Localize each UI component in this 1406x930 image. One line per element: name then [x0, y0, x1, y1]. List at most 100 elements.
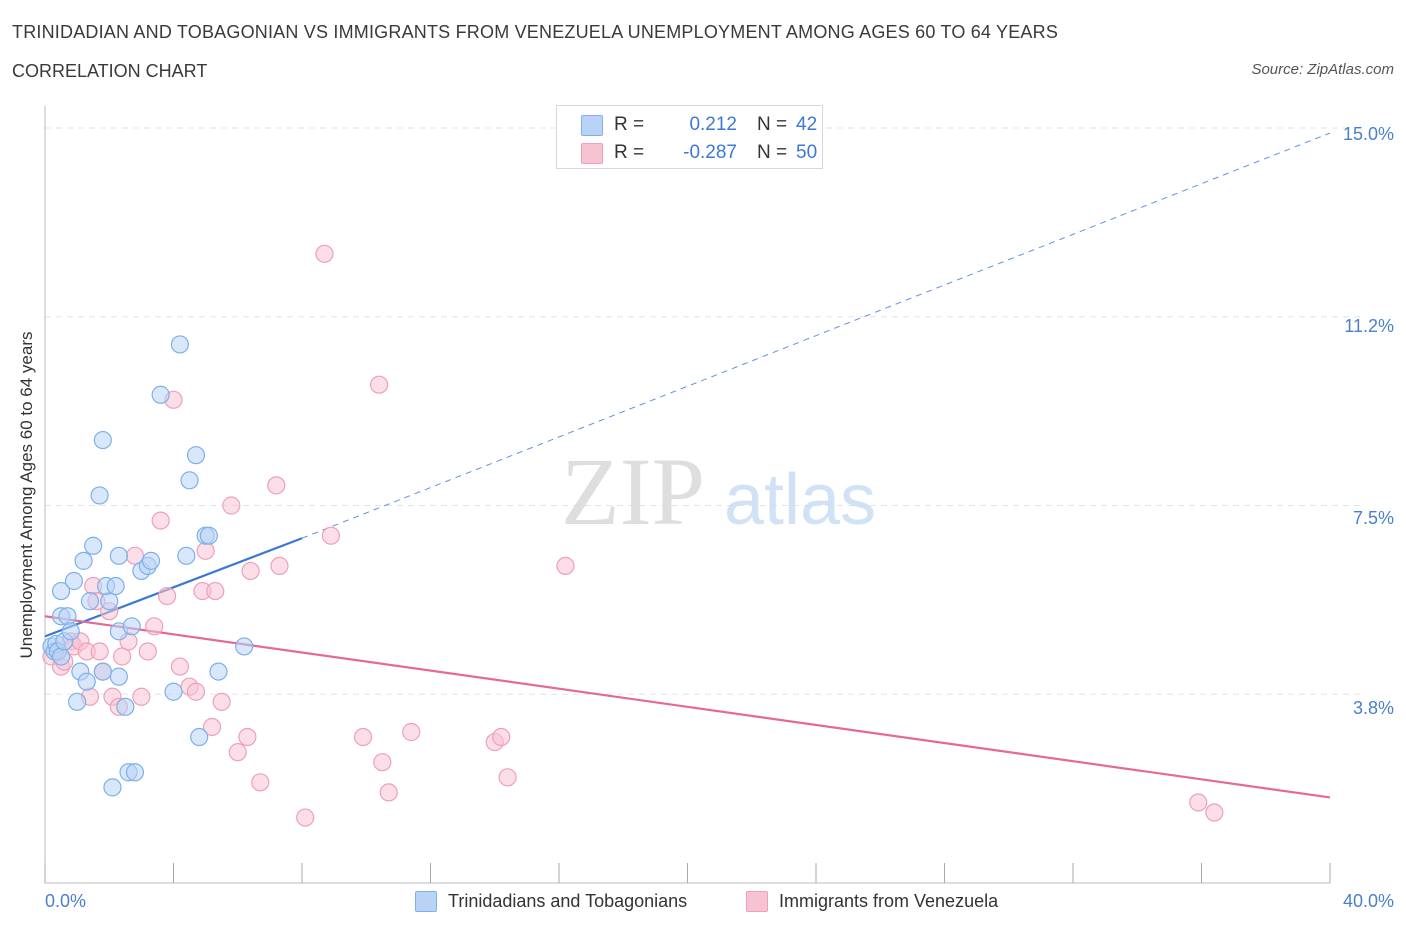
point-venezuela [212, 692, 231, 711]
pink-swatch [746, 891, 768, 912]
point-venezuela [138, 642, 157, 661]
n-value: 42 [796, 114, 818, 135]
point-venezuela [112, 647, 132, 666]
point-venezuela [498, 768, 517, 787]
point-trinidadian [93, 662, 112, 681]
y-tick-label: 7.5% [1352, 508, 1394, 528]
source-credit: Source: ZipAtlas.com [1251, 61, 1394, 78]
point-venezuela [353, 727, 373, 747]
point-venezuela [157, 586, 177, 606]
point-trinidadian [170, 335, 190, 354]
point-venezuela [151, 511, 170, 530]
point-trinidadian [58, 607, 77, 626]
blue-swatch [415, 891, 437, 912]
r-label: R = [614, 114, 645, 135]
point-venezuela [170, 657, 190, 676]
n-label: N = [757, 114, 788, 135]
point-venezuela [370, 375, 389, 394]
point-trinidadian [151, 385, 170, 404]
point-trinidadian [190, 727, 209, 747]
point-venezuela [241, 561, 260, 581]
chart-subtitle: CORRELATION CHART [12, 61, 208, 81]
chart-title: TRINIDADIAN AND TOBAGONIAN VS IMMIGRANTS… [12, 22, 1059, 42]
point-trinidadian [61, 622, 80, 641]
point-venezuela [1205, 803, 1224, 822]
pink-swatch [581, 143, 603, 164]
point-trinidadian [106, 576, 125, 596]
r-label: R = [614, 142, 645, 163]
legend-item-venezuela: Immigrants from Venezuela [746, 891, 998, 912]
point-trinidadian [74, 551, 93, 570]
point-trinidadian [199, 526, 218, 545]
y-tick-label: 11.2% [1344, 316, 1394, 336]
watermark: ZIP atlas [561, 438, 876, 545]
trend-line-trinidadian [44, 537, 303, 638]
point-venezuela [228, 743, 247, 762]
point-trinidadian [51, 647, 71, 666]
point-trinidadian [177, 546, 196, 565]
point-trinidadian [122, 617, 141, 636]
point-trinidadian [109, 546, 128, 565]
point-trinidadian [80, 592, 100, 611]
point-venezuela [296, 808, 315, 827]
point-venezuela [270, 556, 289, 576]
point-trinidadian [125, 763, 145, 782]
point-venezuela [196, 541, 215, 560]
legend-label: Trinidadians and Tobagonians [448, 891, 688, 911]
r-value: -0.287 [683, 142, 737, 163]
point-trinidadian [77, 672, 96, 691]
point-trinidadian [209, 662, 228, 681]
y-tick-label: 3.8% [1352, 698, 1394, 718]
point-trinidadian [64, 571, 84, 591]
point-venezuela [492, 727, 511, 747]
point-trinidadian [84, 536, 103, 555]
point-venezuela [315, 244, 334, 263]
point-venezuela [238, 727, 257, 747]
trend-line-trinidadian-extended [301, 132, 1331, 539]
point-trinidadian [116, 697, 135, 716]
point-trinidadian [235, 637, 254, 656]
point-trinidadian [90, 486, 109, 505]
x-tick-label: 0.0% [45, 891, 87, 911]
legend-item-trinidadian: Trinidadians and Tobagonians [415, 891, 687, 912]
point-trinidadian [186, 446, 206, 465]
r-value: 0.212 [689, 114, 737, 135]
x-tick-label: 40.0% [1342, 891, 1394, 911]
point-venezuela [267, 476, 286, 495]
point-venezuela [222, 496, 241, 515]
point-venezuela [1189, 793, 1208, 812]
point-trinidadian [141, 551, 161, 570]
axes [44, 106, 1331, 884]
point-venezuela [373, 753, 392, 772]
point-trinidadian [103, 778, 122, 797]
point-trinidadian [68, 692, 87, 711]
point-venezuela [379, 783, 398, 802]
point-venezuela [206, 581, 225, 601]
point-trinidadian [164, 682, 183, 701]
watermark-atlas: atlas [724, 460, 876, 540]
point-trinidadian [109, 667, 128, 686]
point-venezuela [90, 642, 109, 661]
point-venezuela [556, 556, 575, 576]
blue-swatch [581, 115, 603, 136]
point-venezuela [321, 526, 341, 545]
trend-line-venezuela [44, 615, 1331, 799]
n-label: N = [757, 142, 788, 163]
legend-label: Immigrants from Venezuela [779, 891, 999, 911]
y-tick-label: 15.0% [1342, 124, 1394, 144]
point-trinidadian [51, 581, 71, 601]
point-trinidadian [100, 592, 119, 611]
point-venezuela [202, 717, 222, 737]
point-trinidadian [93, 430, 112, 450]
y-axis-label: Unemployment Among Ages 60 to 64 years [17, 331, 36, 659]
grid-lines [45, 127, 1365, 695]
point-venezuela [145, 617, 164, 636]
trend-lines [44, 132, 1331, 799]
point-venezuela [251, 773, 270, 792]
point-venezuela [402, 722, 421, 742]
point-trinidadian [180, 471, 199, 490]
correlation-legend: R = 0.212 N = 42 R = -0.287 N = 50 [556, 105, 823, 169]
data-points [42, 244, 1224, 827]
watermark-zip: ZIP [561, 438, 705, 545]
